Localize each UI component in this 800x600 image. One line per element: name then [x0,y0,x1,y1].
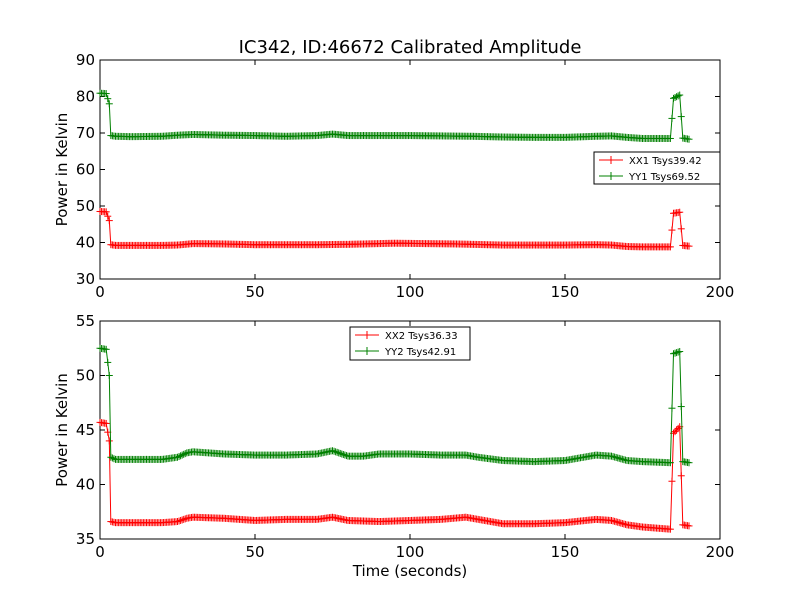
y-tick-label: 90 [76,51,95,69]
x-axis-label: Time (seconds) [352,562,468,580]
y-tick-label: 55 [76,312,95,330]
x-tick-label: 100 [396,543,425,561]
legend-label: XX2 Tsys36.33 [385,331,458,342]
series-markers [96,89,693,143]
y-tick-label: 35 [76,530,95,548]
y-tick-label: 40 [76,234,95,252]
x-tick-label: 150 [551,283,580,301]
y-axis-label: Power in Kelvin [53,373,71,487]
x-tick-label: 200 [706,543,735,561]
x-tick-label: 100 [396,283,425,301]
x-tick-label: 0 [95,283,105,301]
x-tick-label: 0 [95,543,105,561]
x-tick-label: 200 [706,283,735,301]
series-markers [96,344,693,467]
y-tick-label: 50 [76,197,95,215]
y-tick-label: 30 [76,270,95,288]
legend-label: YY1 Tsys69.52 [628,172,700,183]
legend: XX2 Tsys36.33 YY2 Tsys42.91 [349,326,471,361]
legend-label: YY2 Tsys42.91 [384,347,456,358]
series-group [96,344,693,533]
y-tick-label: 45 [76,421,95,439]
legend-label: XX1 Tsys39.42 [629,156,702,167]
legend-box [593,151,721,185]
y-tick-label: 50 [76,367,95,385]
y-tick-label: 60 [76,161,95,179]
top-plot-panel: 0 50 100 150 200 30 40 50 60 70 80 90 Power in Kelvi… [53,51,734,301]
y-tick-label: 80 [76,88,95,106]
bottom-plot-panel: 0 50 100 150 200 35 40 45 50 55 Power in Kelvin Tim… [53,312,734,580]
x-tick-label: 50 [245,283,264,301]
y-axis-label: Power in Kelvin [53,113,71,227]
figure-title: IC342, ID:46672 Calibrated Amplitude [239,37,582,58]
y-tick-label: 70 [76,124,95,142]
legend: XX1 Tsys39.42 YY1 Tsys69.52 [593,151,721,185]
series-markers [96,418,693,533]
x-tick-label: 50 [245,543,264,561]
series-markers [96,207,693,251]
series-group [96,89,693,251]
x-tick-label: 150 [551,543,580,561]
legend-box [349,326,471,361]
y-tick-label: 40 [76,476,95,494]
